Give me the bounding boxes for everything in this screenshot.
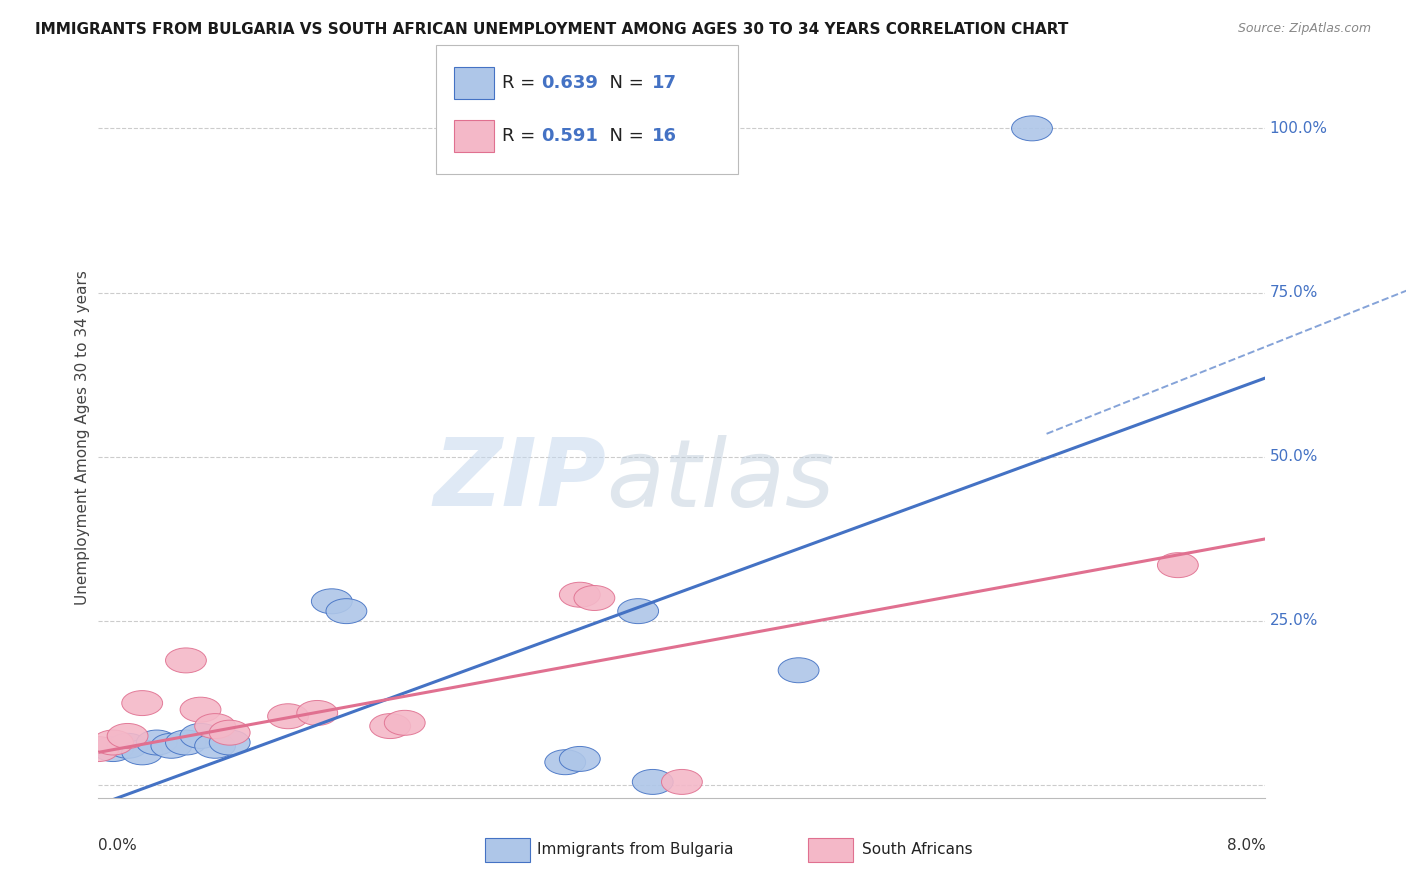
Ellipse shape [617, 599, 658, 624]
Ellipse shape [194, 733, 236, 758]
Ellipse shape [267, 704, 308, 729]
Text: South Africans: South Africans [862, 842, 973, 856]
Ellipse shape [384, 710, 425, 735]
Ellipse shape [122, 739, 163, 764]
Text: R =: R = [502, 127, 541, 145]
Ellipse shape [209, 730, 250, 755]
Text: 16: 16 [652, 127, 678, 145]
Text: Immigrants from Bulgaria: Immigrants from Bulgaria [537, 842, 734, 856]
Ellipse shape [370, 714, 411, 739]
Ellipse shape [560, 747, 600, 772]
Ellipse shape [77, 737, 120, 762]
Ellipse shape [574, 585, 614, 610]
Text: 0.639: 0.639 [541, 74, 598, 92]
Text: IMMIGRANTS FROM BULGARIA VS SOUTH AFRICAN UNEMPLOYMENT AMONG AGES 30 TO 34 YEARS: IMMIGRANTS FROM BULGARIA VS SOUTH AFRICA… [35, 22, 1069, 37]
Ellipse shape [209, 720, 250, 745]
Ellipse shape [560, 582, 600, 607]
Ellipse shape [194, 714, 236, 739]
Text: 17: 17 [652, 74, 678, 92]
Text: 0.0%: 0.0% [98, 838, 138, 853]
Ellipse shape [326, 599, 367, 624]
Text: N =: N = [598, 127, 650, 145]
Text: N =: N = [598, 74, 650, 92]
Ellipse shape [107, 723, 148, 748]
Text: 50.0%: 50.0% [1270, 450, 1319, 464]
Ellipse shape [544, 750, 586, 774]
Ellipse shape [778, 657, 820, 682]
Ellipse shape [633, 770, 673, 795]
Ellipse shape [166, 730, 207, 755]
Ellipse shape [1011, 116, 1053, 141]
Ellipse shape [661, 770, 703, 795]
Text: 100.0%: 100.0% [1270, 121, 1327, 136]
Ellipse shape [136, 730, 177, 755]
Ellipse shape [297, 700, 337, 725]
Text: 8.0%: 8.0% [1226, 838, 1265, 853]
Ellipse shape [122, 690, 163, 715]
Text: atlas: atlas [606, 435, 834, 526]
Y-axis label: Unemployment Among Ages 30 to 34 years: Unemployment Among Ages 30 to 34 years [75, 269, 90, 605]
Text: R =: R = [502, 74, 541, 92]
Ellipse shape [311, 589, 353, 614]
Text: 25.0%: 25.0% [1270, 614, 1319, 629]
Ellipse shape [150, 733, 191, 758]
Text: 0.591: 0.591 [541, 127, 598, 145]
Ellipse shape [180, 698, 221, 723]
Ellipse shape [1157, 553, 1198, 578]
Ellipse shape [93, 737, 134, 762]
Text: 75.0%: 75.0% [1270, 285, 1319, 300]
Ellipse shape [166, 648, 207, 673]
Text: ZIP: ZIP [433, 434, 606, 526]
Ellipse shape [93, 730, 134, 755]
Ellipse shape [107, 733, 148, 758]
Ellipse shape [180, 723, 221, 748]
Text: Source: ZipAtlas.com: Source: ZipAtlas.com [1237, 22, 1371, 36]
